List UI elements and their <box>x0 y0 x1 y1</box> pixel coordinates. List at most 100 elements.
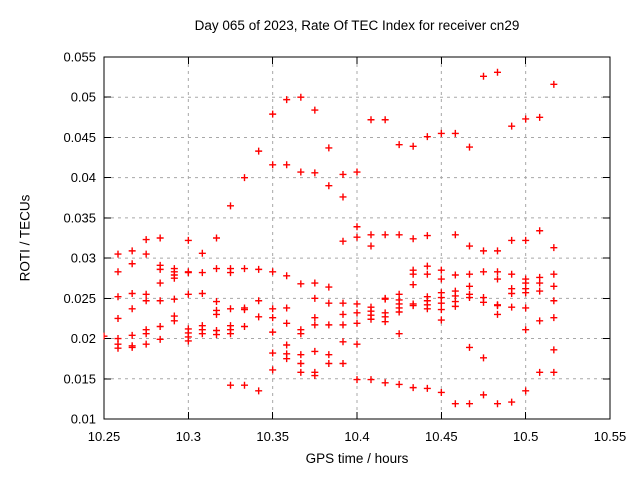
data-point <box>437 306 445 314</box>
data-point <box>522 236 530 244</box>
data-point <box>128 247 136 255</box>
data-point <box>240 322 248 330</box>
data-point <box>423 384 431 392</box>
data-point <box>311 106 319 114</box>
data-point <box>437 388 445 396</box>
data-point <box>480 247 487 255</box>
data-point <box>255 297 263 305</box>
data-point <box>522 387 530 395</box>
data-point <box>536 279 544 287</box>
data-point <box>269 305 277 313</box>
data-point <box>339 299 347 307</box>
data-point <box>353 376 361 384</box>
data-point <box>466 343 474 351</box>
data-point <box>522 115 530 123</box>
data-point <box>283 341 291 349</box>
data-point <box>297 330 305 338</box>
data-point <box>451 400 459 408</box>
data-point <box>297 168 305 176</box>
data-point <box>142 330 150 338</box>
data-point <box>339 237 347 245</box>
data-point <box>114 250 122 258</box>
data-point <box>311 321 319 329</box>
y-tick-label: 0.045 <box>63 130 96 145</box>
data-point <box>198 330 206 338</box>
data-point <box>381 295 389 303</box>
data-point <box>550 314 558 322</box>
data-point <box>466 242 474 250</box>
data-point <box>170 274 178 282</box>
data-point <box>269 349 277 357</box>
data-point <box>395 308 403 316</box>
data-point <box>480 391 487 399</box>
data-point <box>269 110 277 118</box>
data-point <box>493 302 501 310</box>
data-point <box>522 289 530 297</box>
data-point <box>311 347 319 355</box>
data-point <box>339 359 347 367</box>
data-point <box>353 223 361 231</box>
data-point <box>283 319 291 327</box>
data-point <box>128 260 136 268</box>
data-point <box>395 380 403 388</box>
data-point <box>283 161 291 169</box>
data-point <box>283 304 291 312</box>
data-point <box>466 282 474 290</box>
data-point <box>213 234 221 242</box>
data-point <box>466 143 474 151</box>
x-tick-label: 10.35 <box>256 429 289 444</box>
data-point <box>423 133 431 141</box>
data-point <box>339 321 347 329</box>
x-tick-label: 10.3 <box>176 429 201 444</box>
data-point <box>423 270 431 278</box>
x-tick-labels: 10.25 10.3 10.35 10.4 10.45 10.5 10.55 <box>88 429 627 444</box>
data-point <box>437 299 445 307</box>
data-point <box>493 275 501 283</box>
data-point <box>198 269 206 277</box>
data-point <box>353 319 361 327</box>
data-point <box>128 305 136 313</box>
data-point <box>409 281 417 289</box>
data-point <box>198 249 206 257</box>
data-point <box>213 310 221 318</box>
data-point <box>508 236 516 244</box>
data-point <box>508 303 516 311</box>
data-point <box>142 250 150 258</box>
data-point <box>156 335 164 343</box>
data-point <box>227 202 234 210</box>
data-point <box>437 129 445 137</box>
data-point <box>128 290 136 298</box>
data-point <box>550 80 558 88</box>
data-point <box>381 116 389 124</box>
data-point <box>325 359 333 367</box>
y-tick-label: 0.02 <box>71 331 96 346</box>
data-point <box>353 300 361 308</box>
data-point <box>550 270 558 278</box>
plot-border <box>103 56 611 420</box>
data-point <box>423 232 431 240</box>
data-point <box>103 332 108 340</box>
data-point <box>142 290 150 298</box>
data-point <box>325 144 333 152</box>
data-point <box>493 400 501 408</box>
data-point <box>536 287 544 295</box>
data-point <box>311 279 319 287</box>
data-point <box>508 290 516 298</box>
data-point <box>269 161 277 169</box>
data-point <box>409 384 417 392</box>
data-point <box>325 283 333 291</box>
data-point <box>409 235 417 243</box>
data-point <box>409 302 417 310</box>
data-point <box>311 169 319 177</box>
y-tick-label: 0.025 <box>63 291 96 306</box>
data-point <box>240 381 248 389</box>
data-point <box>325 321 333 329</box>
data-point <box>437 275 445 283</box>
data-point <box>297 280 305 288</box>
data-point <box>536 317 544 325</box>
data-point <box>466 400 474 408</box>
data-point <box>395 141 403 149</box>
data-point <box>283 272 291 280</box>
